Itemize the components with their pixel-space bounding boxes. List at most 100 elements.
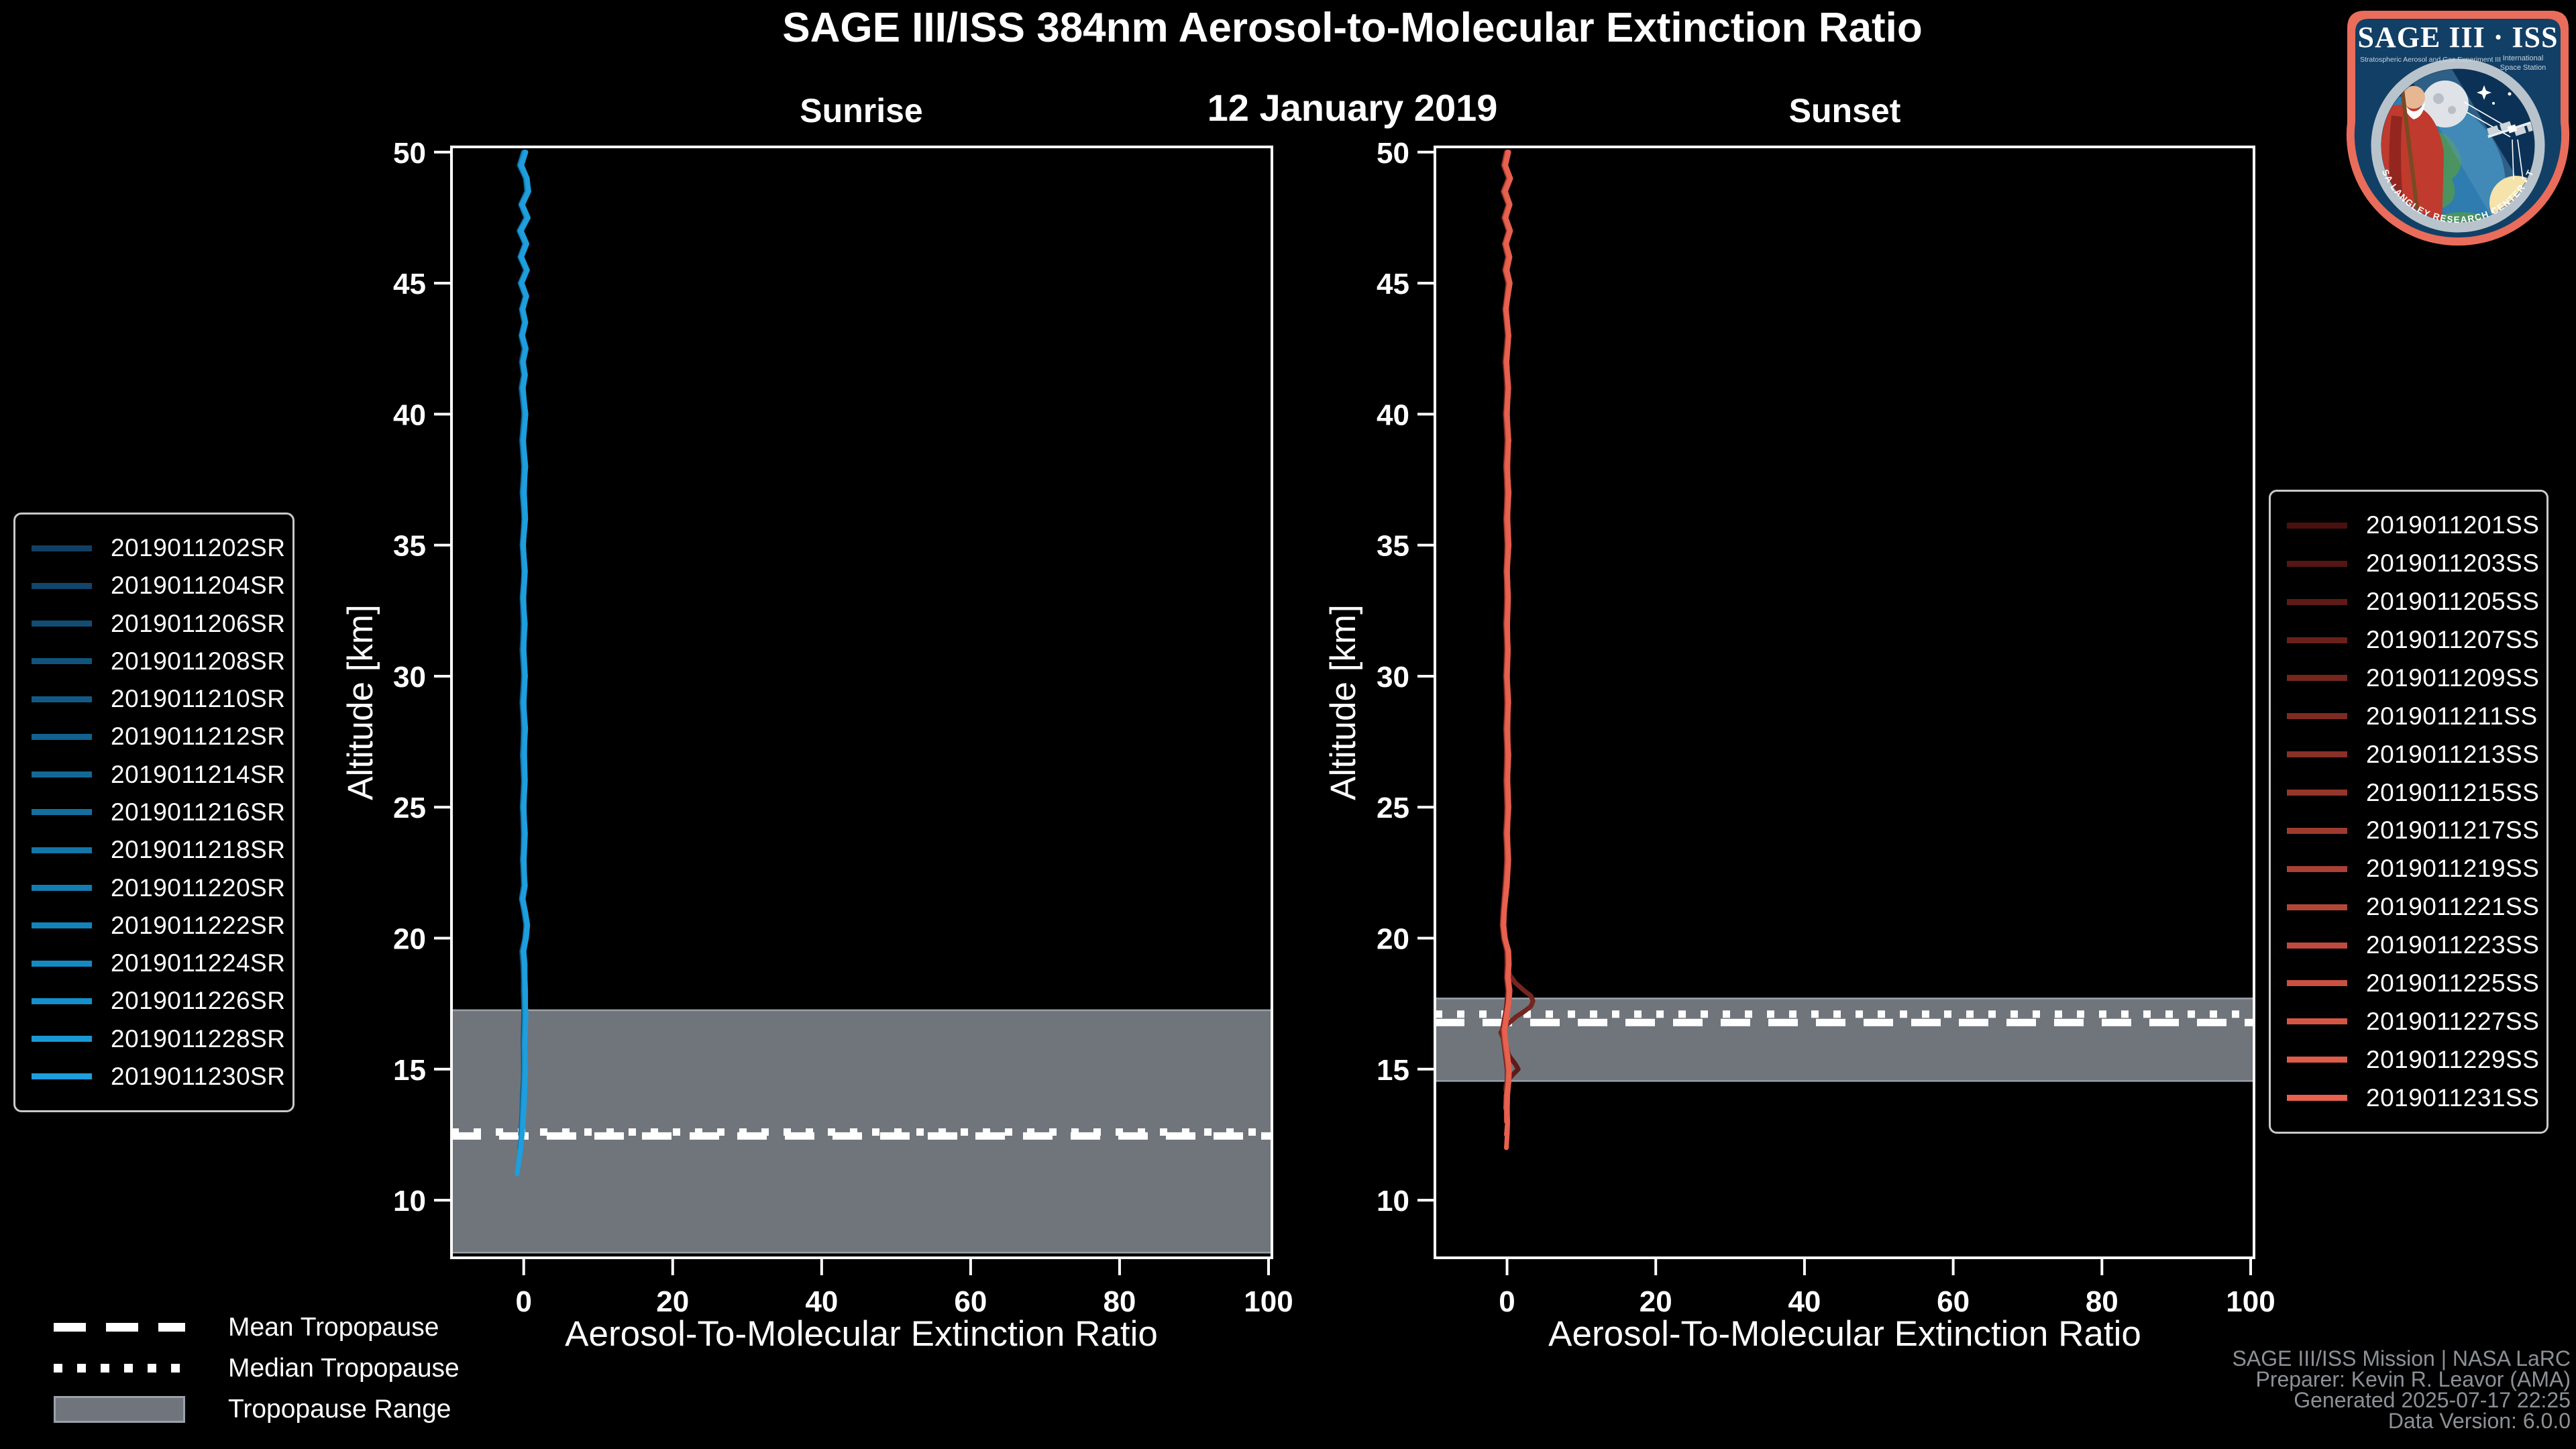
- x-tick-label: 80: [1103, 1285, 1136, 1318]
- legend-item: 2019011207SS: [2280, 622, 2540, 658]
- x-tick-label: 0: [1499, 1285, 1515, 1318]
- dashed-line-swatch: [54, 1323, 185, 1332]
- legend-label: 2019011210SR: [111, 685, 286, 713]
- legend-line-swatch: [2287, 560, 2347, 567]
- credit-data-version: Data Version: 6.0.0: [2387, 1409, 2571, 1433]
- legend-line-swatch: [2287, 865, 2347, 872]
- legend-item: 2019011208SR: [25, 643, 286, 680]
- legend-item: 2019011228SR: [25, 1021, 286, 1057]
- legend-item: 2019011209SS: [2280, 660, 2540, 696]
- legend-label: 2019011209SS: [2366, 663, 2540, 692]
- y-tick-label: 35: [1377, 530, 1409, 563]
- legend-line-swatch: [2287, 1095, 2347, 1102]
- logo-moon: [2422, 80, 2469, 127]
- profile-line-2019011231SS: [1501, 150, 1513, 1150]
- y-tick-label: 25: [1377, 792, 1409, 824]
- legend-item: 2019011217SS: [2280, 812, 2540, 849]
- legend-label: 2019011222SR: [111, 911, 286, 939]
- legend-label: 2019011228SR: [111, 1024, 286, 1053]
- y-tick-label: 30: [1377, 661, 1409, 694]
- legend-line-swatch: [32, 733, 92, 740]
- y-tick-label: 10: [393, 1185, 426, 1218]
- legend-label: 2019011226SR: [111, 987, 286, 1015]
- y-tick-label: 45: [393, 268, 426, 301]
- legend-line-swatch: [32, 960, 92, 967]
- legend-label: 2019011208SR: [111, 647, 286, 675]
- tropopause-range-band: [451, 1010, 1272, 1253]
- legend-item: 2019011231SS: [2280, 1080, 2540, 1116]
- credits-block: SAGE III/ISS Mission | NASA LaRC Prepare…: [2233, 1348, 2571, 1432]
- y-tick-label: 15: [1377, 1054, 1409, 1087]
- legend-line-swatch: [32, 771, 92, 778]
- sunrise-legend: 2019011202SR 2019011204SR 2019011206SR 2019…: [13, 513, 294, 1112]
- legend-line-swatch: [2287, 827, 2347, 834]
- tropopause-range-band: [1435, 998, 2254, 1081]
- legend-line-swatch: [2287, 904, 2347, 910]
- x-tick-label: 40: [1788, 1285, 1821, 1318]
- sunrise-y-axis-label: Altitude [km]: [341, 604, 380, 800]
- legend-label: 2019011212SR: [111, 722, 286, 751]
- credit-mission: SAGE III/ISS Mission | NASA LaRC: [2232, 1346, 2571, 1371]
- logo-subtitle-right-2: Space Station: [2500, 64, 2546, 72]
- legend-item: 2019011229SS: [2280, 1042, 2540, 1078]
- legend-line-swatch: [32, 847, 92, 853]
- y-tick-label: 20: [393, 923, 426, 956]
- legend-line-swatch: [32, 545, 92, 551]
- x-tick-label: 20: [1640, 1285, 1672, 1318]
- legend-label: 2019011213SS: [2366, 740, 2540, 768]
- legend-item: 2019011226SR: [25, 983, 286, 1019]
- legend-item: 2019011216SR: [25, 794, 286, 830]
- legend-line-swatch: [2287, 598, 2347, 605]
- gray-band-swatch: [54, 1395, 185, 1423]
- legend-line-swatch: [32, 696, 92, 702]
- y-tick-label: 35: [393, 530, 426, 563]
- y-tick-label: 40: [393, 398, 426, 431]
- figure-title: SAGE III/ISS 384nm Aerosol-to-Molecular …: [782, 5, 1923, 51]
- x-tick-label: 100: [1244, 1285, 1293, 1318]
- median-tropopause-label: Median Tropopause: [228, 1353, 460, 1383]
- tropopause-range-legend-item: Tropopause Range: [54, 1389, 460, 1430]
- legend-line-swatch: [32, 809, 92, 816]
- legend-label: 2019011221SS: [2366, 893, 2540, 921]
- sunset-legend: 2019011201SS 2019011203SS 2019011205SS 2019…: [2269, 490, 2548, 1134]
- legend-label: 2019011229SS: [2366, 1045, 2540, 1073]
- legend-label: 2019011214SR: [111, 760, 286, 788]
- y-tick-label: 50: [393, 137, 426, 170]
- plot-area: [1435, 147, 2254, 1258]
- legend-label: 2019011203SS: [2366, 549, 2540, 578]
- legend-line-swatch: [32, 922, 92, 929]
- legend-item: 2019011219SS: [2280, 851, 2540, 887]
- legend-label: 2019011225SS: [2366, 969, 2540, 997]
- axes-frame: [450, 146, 1273, 1259]
- legend-item: 2019011223SS: [2280, 927, 2539, 963]
- legend-item: 2019011221SS: [2280, 889, 2540, 925]
- legend-item: 2019011202SR: [25, 530, 285, 566]
- credit-preparer: Preparer: Kevin R. Leavor (AMA): [2255, 1367, 2571, 1391]
- legend-item: 2019011212SR: [25, 718, 286, 755]
- x-tick-label: 80: [2086, 1285, 2118, 1318]
- legend-line-swatch: [2287, 675, 2347, 682]
- legend-item: 2019011211SS: [2280, 698, 2537, 735]
- legend-line-swatch: [2287, 713, 2347, 720]
- axes-frame: [1434, 146, 2255, 1259]
- legend-label: 2019011216SR: [111, 798, 286, 826]
- legend-label: 2019011227SS: [2366, 1007, 2540, 1035]
- legend-label: 2019011231SS: [2366, 1083, 2540, 1112]
- sunrise-panel-title: Sunrise: [800, 92, 923, 129]
- legend-label: 2019011219SS: [2366, 855, 2540, 883]
- y-tick-label: 45: [1377, 268, 1409, 301]
- legend-label: 2019011217SS: [2366, 816, 2540, 845]
- legend-label: 2019011207SS: [2366, 626, 2540, 654]
- y-tick-label: 20: [1377, 923, 1409, 956]
- y-tick-label: 50: [1377, 137, 1409, 170]
- sunset-x-axis-label: Aerosol-To-Molecular Extinction Ratio: [1548, 1314, 2141, 1354]
- legend-label: 2019011224SR: [111, 949, 286, 977]
- legend-label: 2019011201SS: [2366, 511, 2540, 539]
- sunset-y-axis-label: Altitude [km]: [1324, 604, 1363, 800]
- median-tropopause-legend-item: Median Tropopause: [54, 1348, 460, 1389]
- legend-item: 2019011220SR: [25, 870, 285, 906]
- logo-title: SAGE III · ISS: [2358, 21, 2559, 54]
- legend-line-swatch: [2287, 1057, 2347, 1063]
- legend-item: 2019011201SS: [2280, 507, 2540, 543]
